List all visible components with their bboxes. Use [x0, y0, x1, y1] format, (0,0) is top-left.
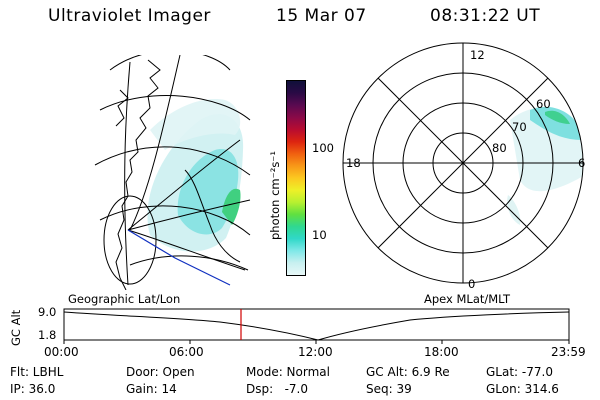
mlat-label-80: 80	[492, 141, 507, 155]
dsp-status: Dsp: -7.0	[246, 382, 309, 396]
timeline-xtick-1200: 12:00	[298, 345, 333, 359]
colorbar	[286, 80, 306, 276]
timeline-xtick-1800: 18:00	[424, 345, 459, 359]
glon-status: GLon: 314.6	[486, 382, 559, 396]
mlt-label-6: 6	[578, 156, 585, 170]
mlat-label-60: 60	[536, 97, 551, 111]
glat-status: GLat: -77.0	[486, 365, 553, 379]
timeline-xtick-0000: 00:00	[44, 345, 79, 359]
geo-caption: Geographic Lat/Lon	[68, 292, 180, 306]
timeline-xtick-2359: 23:59	[551, 345, 586, 359]
door-status: Door: Open	[126, 365, 195, 379]
aurora-core-map	[222, 188, 241, 225]
mlt-label-0: 0	[468, 277, 475, 291]
mlt-label-18: 18	[346, 156, 361, 170]
gc-alt-status: GC Alt: 6.9 Re	[366, 365, 450, 379]
instrument-title: Ultraviolet Imager	[48, 6, 211, 26]
ip-status: IP: 36.0	[10, 382, 56, 396]
apex-caption: Apex MLat/MLT	[424, 292, 511, 306]
timeline-axis-label: GC Alt	[9, 309, 23, 346]
filter-status: Flt: LBHL	[10, 365, 64, 379]
time-label: 08:31:22 UT	[430, 6, 541, 26]
colorbar-tick-10: 10	[312, 228, 327, 242]
mlt-label-12: 12	[470, 48, 485, 62]
timeline-xtick-0600: 06:00	[169, 345, 204, 359]
colorbar-tick-100: 100	[312, 141, 334, 155]
timeline-ytick-low: 1.8	[38, 328, 56, 342]
mlat-label-70: 70	[512, 120, 527, 134]
seq-status: Seq: 39	[366, 382, 412, 396]
altitude-curve	[63, 311, 570, 341]
coastline	[115, 59, 161, 290]
gain-status: Gain: 14	[126, 382, 177, 396]
date-label: 15 Mar 07	[276, 6, 367, 26]
mode-status: Mode: Normal	[246, 365, 330, 379]
timeline-ytick-high: 9.0	[38, 305, 56, 319]
